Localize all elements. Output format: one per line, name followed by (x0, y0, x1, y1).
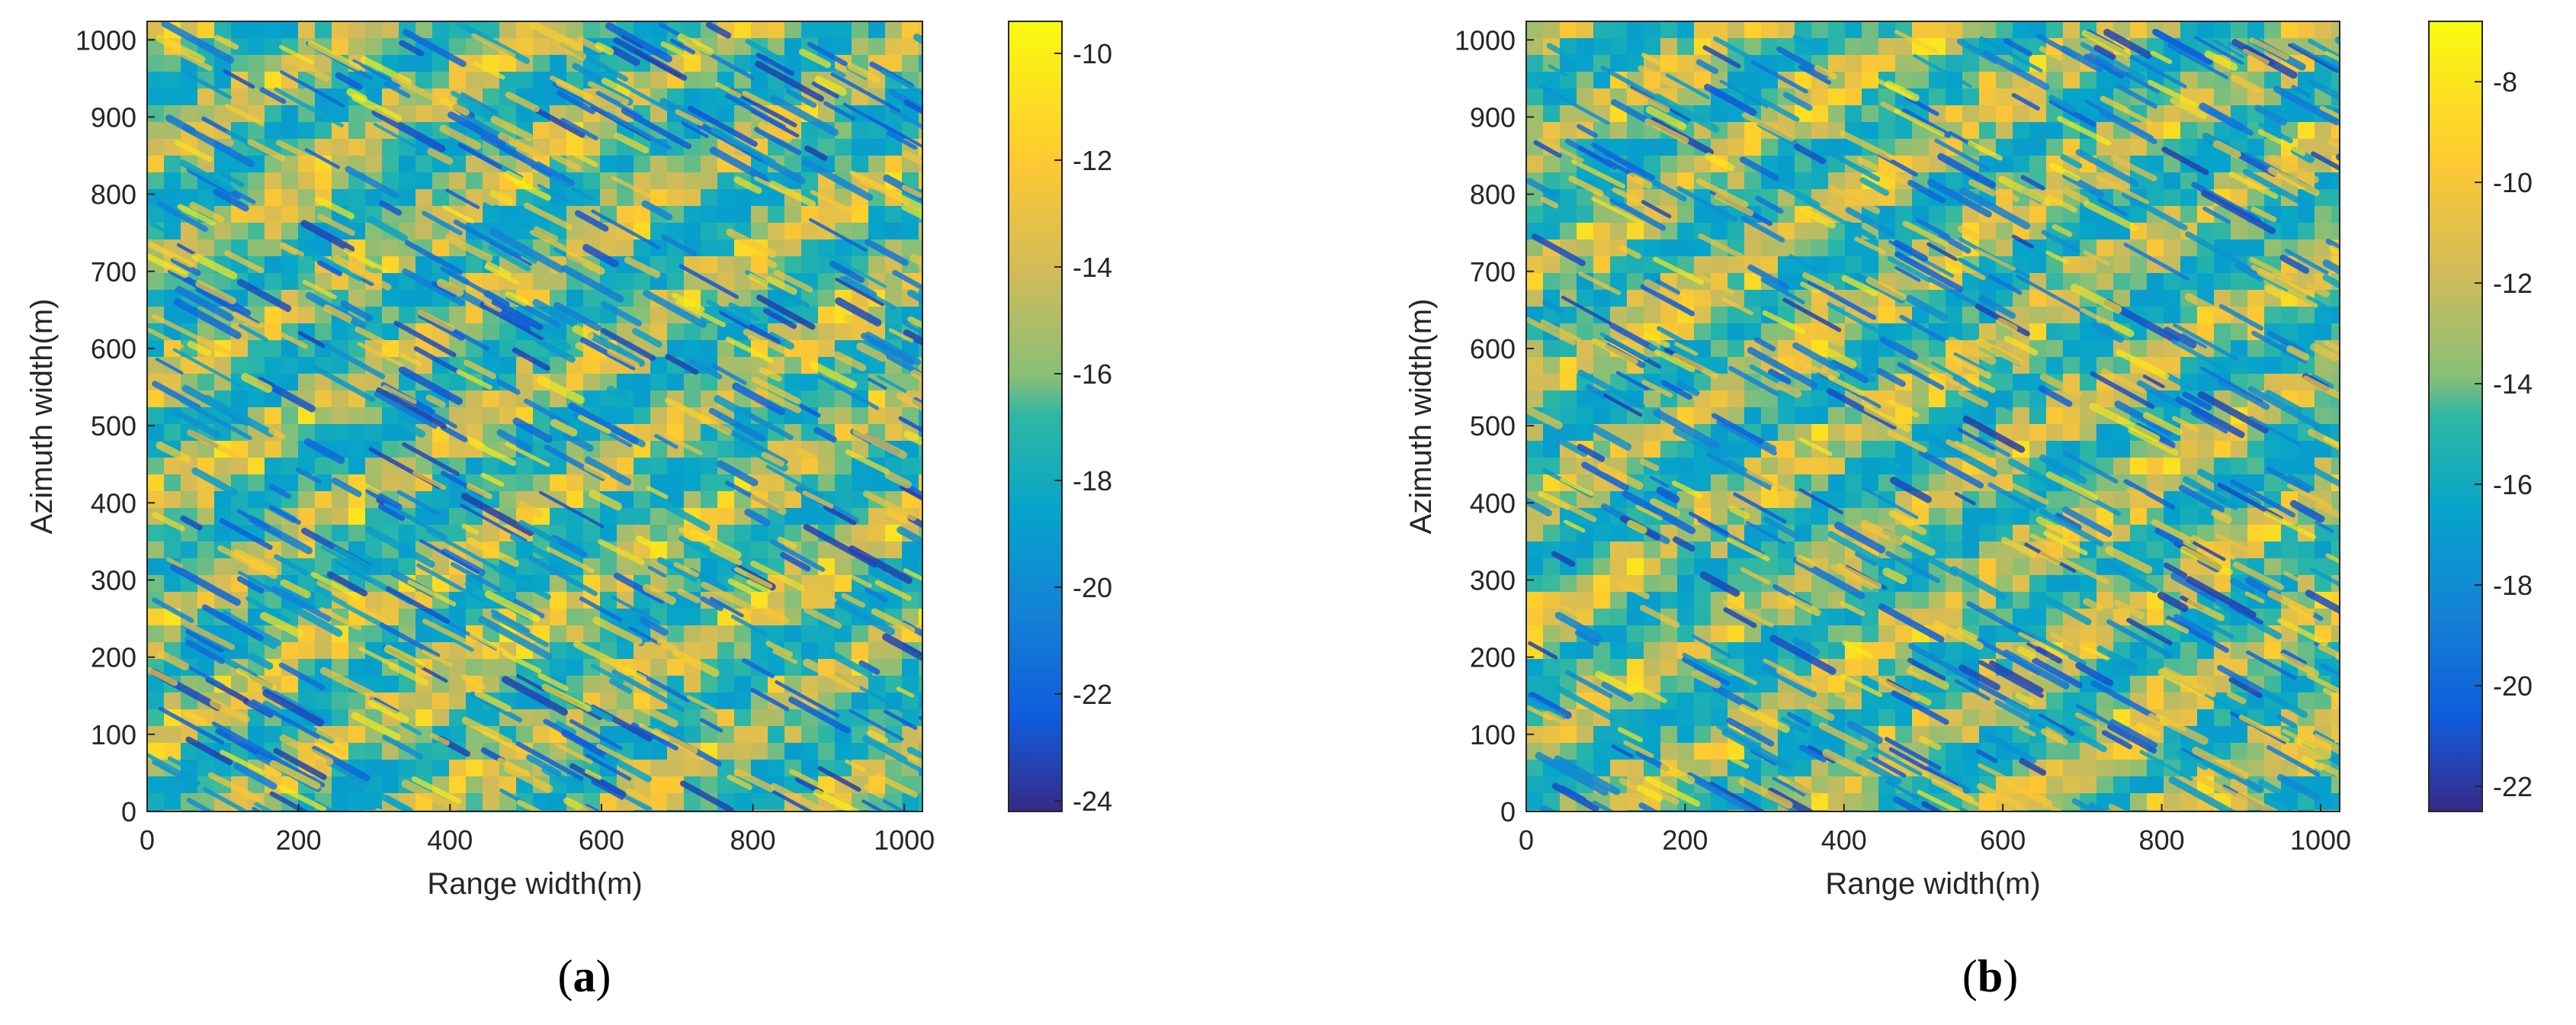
colorbar-tick-label: -22 (1073, 679, 1112, 710)
panel-caption: (a) (558, 951, 611, 1001)
panel-caption: (b) (1962, 951, 2018, 1001)
y-tick-label: 500 (91, 410, 136, 442)
plot-frame (146, 21, 923, 812)
y-tick-label: 600 (91, 333, 136, 365)
colorbar-tick-label: -18 (2493, 570, 2533, 601)
y-tick-label: 100 (91, 719, 136, 750)
colorbar-tick-label: -18 (1073, 465, 1112, 496)
y-tick-label: 400 (1470, 487, 1516, 519)
colorbar (2428, 21, 2483, 812)
colorbar-tick-label: -14 (1073, 252, 1112, 283)
x-tick-label: 800 (730, 824, 775, 856)
x-tick-label: 1000 (2290, 824, 2351, 856)
y-tick-label: 700 (91, 256, 136, 288)
y-tick-label: 300 (91, 564, 136, 596)
panel-caption-letter: b (1978, 951, 2003, 1001)
colorbar-tick-label: -20 (1073, 572, 1112, 603)
y-tick-label: 700 (1470, 256, 1516, 288)
y-tick-label: 800 (1470, 179, 1516, 210)
y-tick-label: 1000 (75, 24, 136, 56)
y-tick-label: 900 (1470, 101, 1516, 133)
y-tick-label: 100 (1470, 719, 1516, 750)
x-tick-label: 200 (1662, 824, 1708, 856)
colorbar-tick-label: -14 (2493, 368, 2533, 400)
colorbar-tick-label: -12 (2493, 268, 2533, 299)
colorbar-tick-label: -22 (2493, 771, 2533, 802)
x-tick-label: 600 (579, 824, 624, 856)
plot-frame (1525, 21, 2340, 812)
x-tick-label: 800 (2139, 824, 2185, 856)
colorbar-tick-label: -10 (2493, 167, 2533, 198)
y-axis-label: Azimuth width(m) (1404, 299, 1438, 535)
y-tick-label: 0 (121, 796, 136, 827)
colorbar-tick-label: -10 (1073, 38, 1112, 69)
panel-a: 0 200 400 600 800 1000 0 100 200 300 400 500 600 700 8… (25, 21, 1112, 1001)
y-axis-label: Azimuth width(m) (25, 299, 59, 535)
heatmap-image (147, 21, 922, 811)
y-tick-label: 200 (91, 642, 136, 673)
x-axis-label: Range width(m) (427, 867, 642, 901)
panel-b: 0 200 400 600 800 1000 0 100 200 300 400 500 600 700 8… (1404, 21, 2533, 1001)
colorbar-tick-label: -16 (1073, 358, 1112, 390)
y-tick-label: 0 (1500, 796, 1516, 827)
y-tick-label: 900 (91, 101, 136, 133)
x-tick-label: 1000 (874, 824, 935, 856)
x-tick-label: 200 (276, 824, 322, 856)
y-tick-label: 800 (91, 179, 136, 210)
colorbar-tick-label: -16 (2493, 469, 2533, 500)
y-tick-label: 500 (1470, 410, 1516, 442)
x-tick-label: 400 (427, 824, 473, 856)
x-tick-label: 600 (1980, 824, 2026, 856)
x-tick-label: 400 (1821, 824, 1867, 856)
panel-caption-letter: a (573, 951, 596, 1001)
y-tick-label: 1000 (1455, 24, 1516, 56)
colorbar-tick-label: -24 (1073, 786, 1112, 817)
colorbar-tick-label: -12 (1073, 145, 1112, 176)
y-tick-label: 200 (1470, 642, 1516, 673)
y-tick-label: 300 (1470, 564, 1516, 596)
colorbar (1008, 21, 1063, 812)
heatmap-image (1526, 21, 2340, 811)
y-tick-label: 600 (1470, 333, 1516, 365)
y-tick-label: 400 (91, 487, 136, 519)
x-tick-label: 0 (140, 824, 155, 856)
colorbar-tick-label: -20 (2493, 670, 2533, 702)
x-axis-label: Range width(m) (1825, 867, 2040, 901)
x-tick-label: 0 (1519, 824, 1534, 856)
colorbar-tick-label: -8 (2493, 66, 2517, 98)
